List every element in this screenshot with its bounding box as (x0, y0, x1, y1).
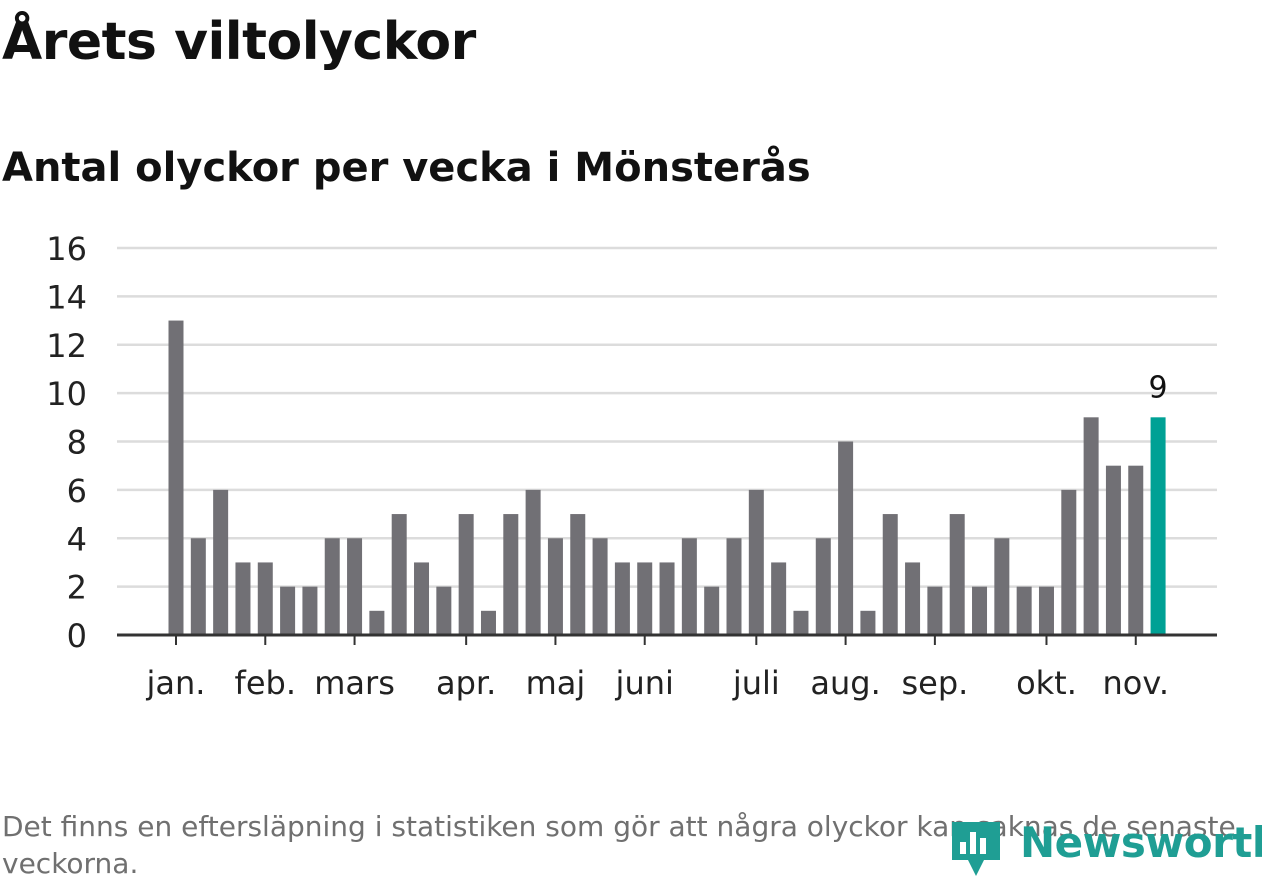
x-tick-label: juli (732, 664, 780, 702)
bar (1016, 586, 1032, 635)
bar (592, 538, 608, 635)
bar (860, 610, 876, 635)
x-tick-label: juni (615, 664, 674, 702)
x-tick-label: sep. (901, 664, 968, 702)
bar (369, 610, 385, 635)
bar (347, 538, 363, 635)
x-tick-label: aug. (810, 664, 880, 702)
bar (681, 538, 697, 635)
bar (1083, 417, 1099, 635)
x-axis-ticks: jan. feb. mars apr. maj juni juli aug. sep. okt. n… (146, 635, 1169, 702)
bar (168, 320, 184, 635)
bar (213, 489, 229, 635)
bar (771, 562, 787, 635)
bar (480, 610, 496, 635)
bar (637, 562, 653, 635)
data-labels: 9 (1149, 370, 1168, 405)
bar (994, 538, 1010, 635)
x-tick-label: maj (526, 664, 586, 702)
newsworthy-logo: Newsworthy (950, 814, 1262, 878)
bar (815, 538, 831, 635)
y-tick-label: 8 (67, 424, 87, 462)
x-tick-label: apr. (436, 664, 496, 702)
bar (793, 610, 809, 635)
bar (949, 514, 965, 635)
bar (391, 514, 407, 635)
bar (1038, 586, 1054, 635)
bar (525, 489, 541, 635)
newsworthy-logo-icon (952, 822, 1000, 876)
x-tick-label: mars (314, 664, 395, 702)
y-tick-label: 16 (46, 230, 87, 268)
bar (1128, 465, 1144, 635)
bars (168, 320, 1166, 635)
x-tick-label: feb. (235, 664, 296, 702)
bar (1061, 489, 1077, 635)
bar (882, 514, 898, 635)
bar (235, 562, 251, 635)
y-axis-ticks: 0 2 4 6 8 10 12 14 16 (46, 230, 87, 655)
bar (436, 586, 452, 635)
bar (503, 514, 519, 635)
bar (972, 586, 988, 635)
bar (614, 562, 630, 635)
y-tick-label: 14 (46, 278, 87, 316)
bar (659, 562, 675, 635)
last-value-label: 9 (1149, 370, 1168, 405)
newsworthy-logo-text: Newsworthy (1020, 818, 1262, 867)
y-tick-label: 2 (67, 569, 87, 607)
bar (324, 538, 340, 635)
bar (838, 441, 854, 635)
bar (458, 514, 474, 635)
bar (704, 586, 720, 635)
bar (905, 562, 921, 635)
bar (726, 538, 742, 635)
x-tick-label: jan. (146, 664, 206, 702)
y-tick-label: 4 (67, 520, 87, 558)
grid-lines (117, 246, 1217, 588)
chart-title: Årets viltolyckor (2, 12, 476, 72)
bar (280, 586, 296, 635)
x-tick-label: nov. (1103, 664, 1169, 702)
bar (748, 489, 764, 635)
y-tick-label: 0 (67, 617, 87, 655)
bar (190, 538, 206, 635)
bar (414, 562, 430, 635)
footnote: Det finns en eftersläpning i statistiken… (2, 810, 1236, 880)
bar (257, 562, 273, 635)
bar (302, 586, 318, 635)
bar (547, 538, 563, 635)
bar (927, 586, 943, 635)
chart-subtitle: Antal olyckor per vecka i Mönsterås (2, 145, 811, 191)
y-tick-label: 10 (46, 375, 87, 413)
bar-current-week (1150, 417, 1166, 635)
bar (1105, 465, 1121, 635)
y-tick-label: 12 (46, 327, 87, 365)
x-tick-label: okt. (1016, 664, 1077, 702)
bar-chart: 0 2 4 6 8 10 12 14 16 jan. feb. mars apr. maj juni jul… (46, 230, 1217, 702)
y-tick-label: 6 (67, 472, 87, 510)
bar (570, 514, 586, 635)
